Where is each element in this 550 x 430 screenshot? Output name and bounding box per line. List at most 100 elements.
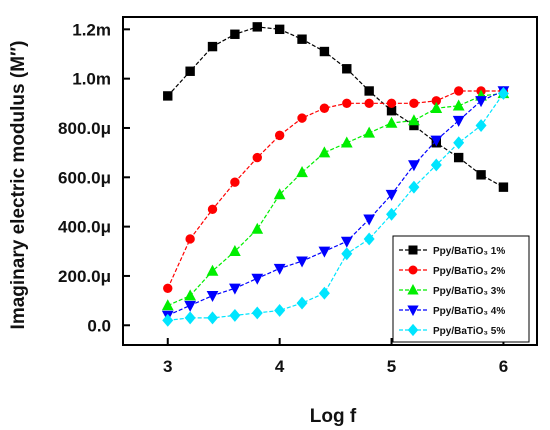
data-point bbox=[273, 263, 286, 275]
data-point bbox=[296, 296, 308, 310]
data-point bbox=[207, 41, 218, 52]
data-point bbox=[342, 64, 352, 74]
data-point bbox=[206, 264, 219, 276]
data-point bbox=[385, 189, 398, 201]
data-point bbox=[408, 114, 420, 126]
data-point bbox=[319, 46, 330, 57]
data-point bbox=[229, 308, 241, 322]
data-point bbox=[252, 152, 262, 163]
data-point bbox=[251, 222, 264, 234]
x-tick-label: 3 bbox=[163, 357, 172, 376]
data-point bbox=[475, 96, 487, 108]
data-point bbox=[430, 101, 443, 113]
data-point bbox=[453, 152, 464, 163]
data-point bbox=[476, 170, 486, 180]
data-point bbox=[409, 98, 419, 109]
data-point bbox=[452, 99, 465, 111]
data-point bbox=[340, 236, 353, 248]
data-point bbox=[229, 244, 241, 256]
data-point bbox=[207, 204, 218, 215]
y-tick-label: 1.2m bbox=[72, 20, 111, 39]
data-point bbox=[230, 177, 240, 187]
y-tick-label: 0.0 bbox=[87, 316, 111, 335]
data-point bbox=[498, 182, 509, 192]
plot-frame bbox=[122, 16, 538, 346]
data-point bbox=[184, 289, 197, 301]
axis-ticks: 3 4 5 6 0.0 200.0μ 400.0μ 600.0μ 800.0μ 1.0m 1.2m bbox=[58, 20, 508, 376]
data-point bbox=[475, 119, 487, 132]
data-point bbox=[342, 98, 352, 109]
data-point bbox=[318, 246, 331, 258]
legend-item: Ppy/BaTiO₃ 3% bbox=[399, 283, 505, 297]
legend-marker bbox=[408, 245, 418, 255]
data-point bbox=[162, 313, 174, 327]
data-point bbox=[408, 180, 420, 194]
data-point bbox=[252, 22, 262, 32]
series-ppy-batio-2 bbox=[163, 86, 509, 293]
data-point bbox=[297, 113, 307, 123]
legend-label: Ppy/BaTiO₃ 4% bbox=[433, 306, 505, 317]
data-point bbox=[318, 146, 331, 158]
legend-item: Ppy/BaTiO₃ 4% bbox=[399, 305, 505, 317]
data-point bbox=[296, 166, 308, 178]
y-tick-label: 400.0μ bbox=[58, 218, 111, 237]
legend-item: Ppy/BaTiO₃ 1% bbox=[399, 245, 505, 257]
data-point bbox=[207, 311, 219, 325]
legend-marker bbox=[407, 305, 419, 317]
legend-item: Ppy/BaTiO₃ 5% bbox=[399, 323, 505, 337]
legend-label: Ppy/BaTiO₃ 1% bbox=[433, 246, 505, 257]
data-point bbox=[497, 87, 509, 100]
data-point bbox=[453, 86, 464, 96]
data-point bbox=[185, 66, 195, 76]
data-point bbox=[274, 304, 286, 317]
series-line bbox=[167, 90, 504, 289]
legend-marker bbox=[408, 265, 418, 275]
data-point bbox=[274, 130, 285, 141]
legend-marker bbox=[407, 323, 419, 337]
legend-item: Ppy/BaTiO₃ 2% bbox=[399, 265, 505, 277]
series-line bbox=[167, 92, 504, 307]
x-tick-label: 6 bbox=[499, 357, 508, 376]
data-point bbox=[274, 24, 285, 35]
x-tick-label: 5 bbox=[387, 357, 396, 376]
series-ppy-batio-5 bbox=[162, 87, 509, 327]
data-point bbox=[318, 286, 330, 300]
y-axis-title: Imaginary electric modulus (M″) bbox=[8, 41, 29, 330]
data-point bbox=[251, 273, 264, 285]
legend-label: Ppy/BaTiO₃ 5% bbox=[433, 326, 505, 337]
y-tick-label: 200.0μ bbox=[58, 267, 111, 286]
data-point bbox=[341, 247, 353, 261]
y-tick-label: 800.0μ bbox=[58, 119, 111, 138]
series-layer bbox=[161, 22, 510, 327]
legend-label: Ppy/BaTiO₃ 2% bbox=[433, 266, 505, 277]
legend: Ppy/BaTiO₃ 1% Ppy/BaTiO₃ 2% Ppy/BaTiO₃ 3% P… bbox=[392, 235, 530, 343]
y-tick-label: 1.0m bbox=[72, 70, 111, 89]
data-point bbox=[230, 29, 240, 39]
series-ppy-batio-4 bbox=[161, 86, 510, 322]
data-point bbox=[206, 290, 219, 302]
data-point bbox=[185, 234, 195, 244]
data-point bbox=[386, 207, 398, 221]
data-point bbox=[251, 306, 263, 320]
data-point bbox=[430, 135, 443, 147]
data-point bbox=[364, 98, 374, 109]
series-line bbox=[167, 93, 504, 321]
data-point bbox=[184, 300, 197, 312]
data-point bbox=[363, 126, 376, 138]
data-point bbox=[163, 283, 173, 293]
x-tick-label: 4 bbox=[275, 357, 285, 376]
legend-marker bbox=[407, 283, 419, 295]
data-point bbox=[430, 158, 442, 172]
data-point bbox=[452, 115, 465, 127]
data-point bbox=[297, 34, 307, 44]
data-point bbox=[340, 136, 353, 148]
series-line bbox=[167, 90, 504, 316]
series-line bbox=[167, 26, 504, 188]
y-tick-label: 600.0μ bbox=[58, 168, 111, 187]
data-point bbox=[319, 103, 330, 113]
legend-label: Ppy/BaTiO₃ 3% bbox=[433, 286, 505, 297]
data-point bbox=[296, 256, 308, 268]
x-axis-title: Log f bbox=[310, 406, 357, 427]
data-point bbox=[363, 232, 375, 246]
data-point bbox=[364, 86, 374, 96]
